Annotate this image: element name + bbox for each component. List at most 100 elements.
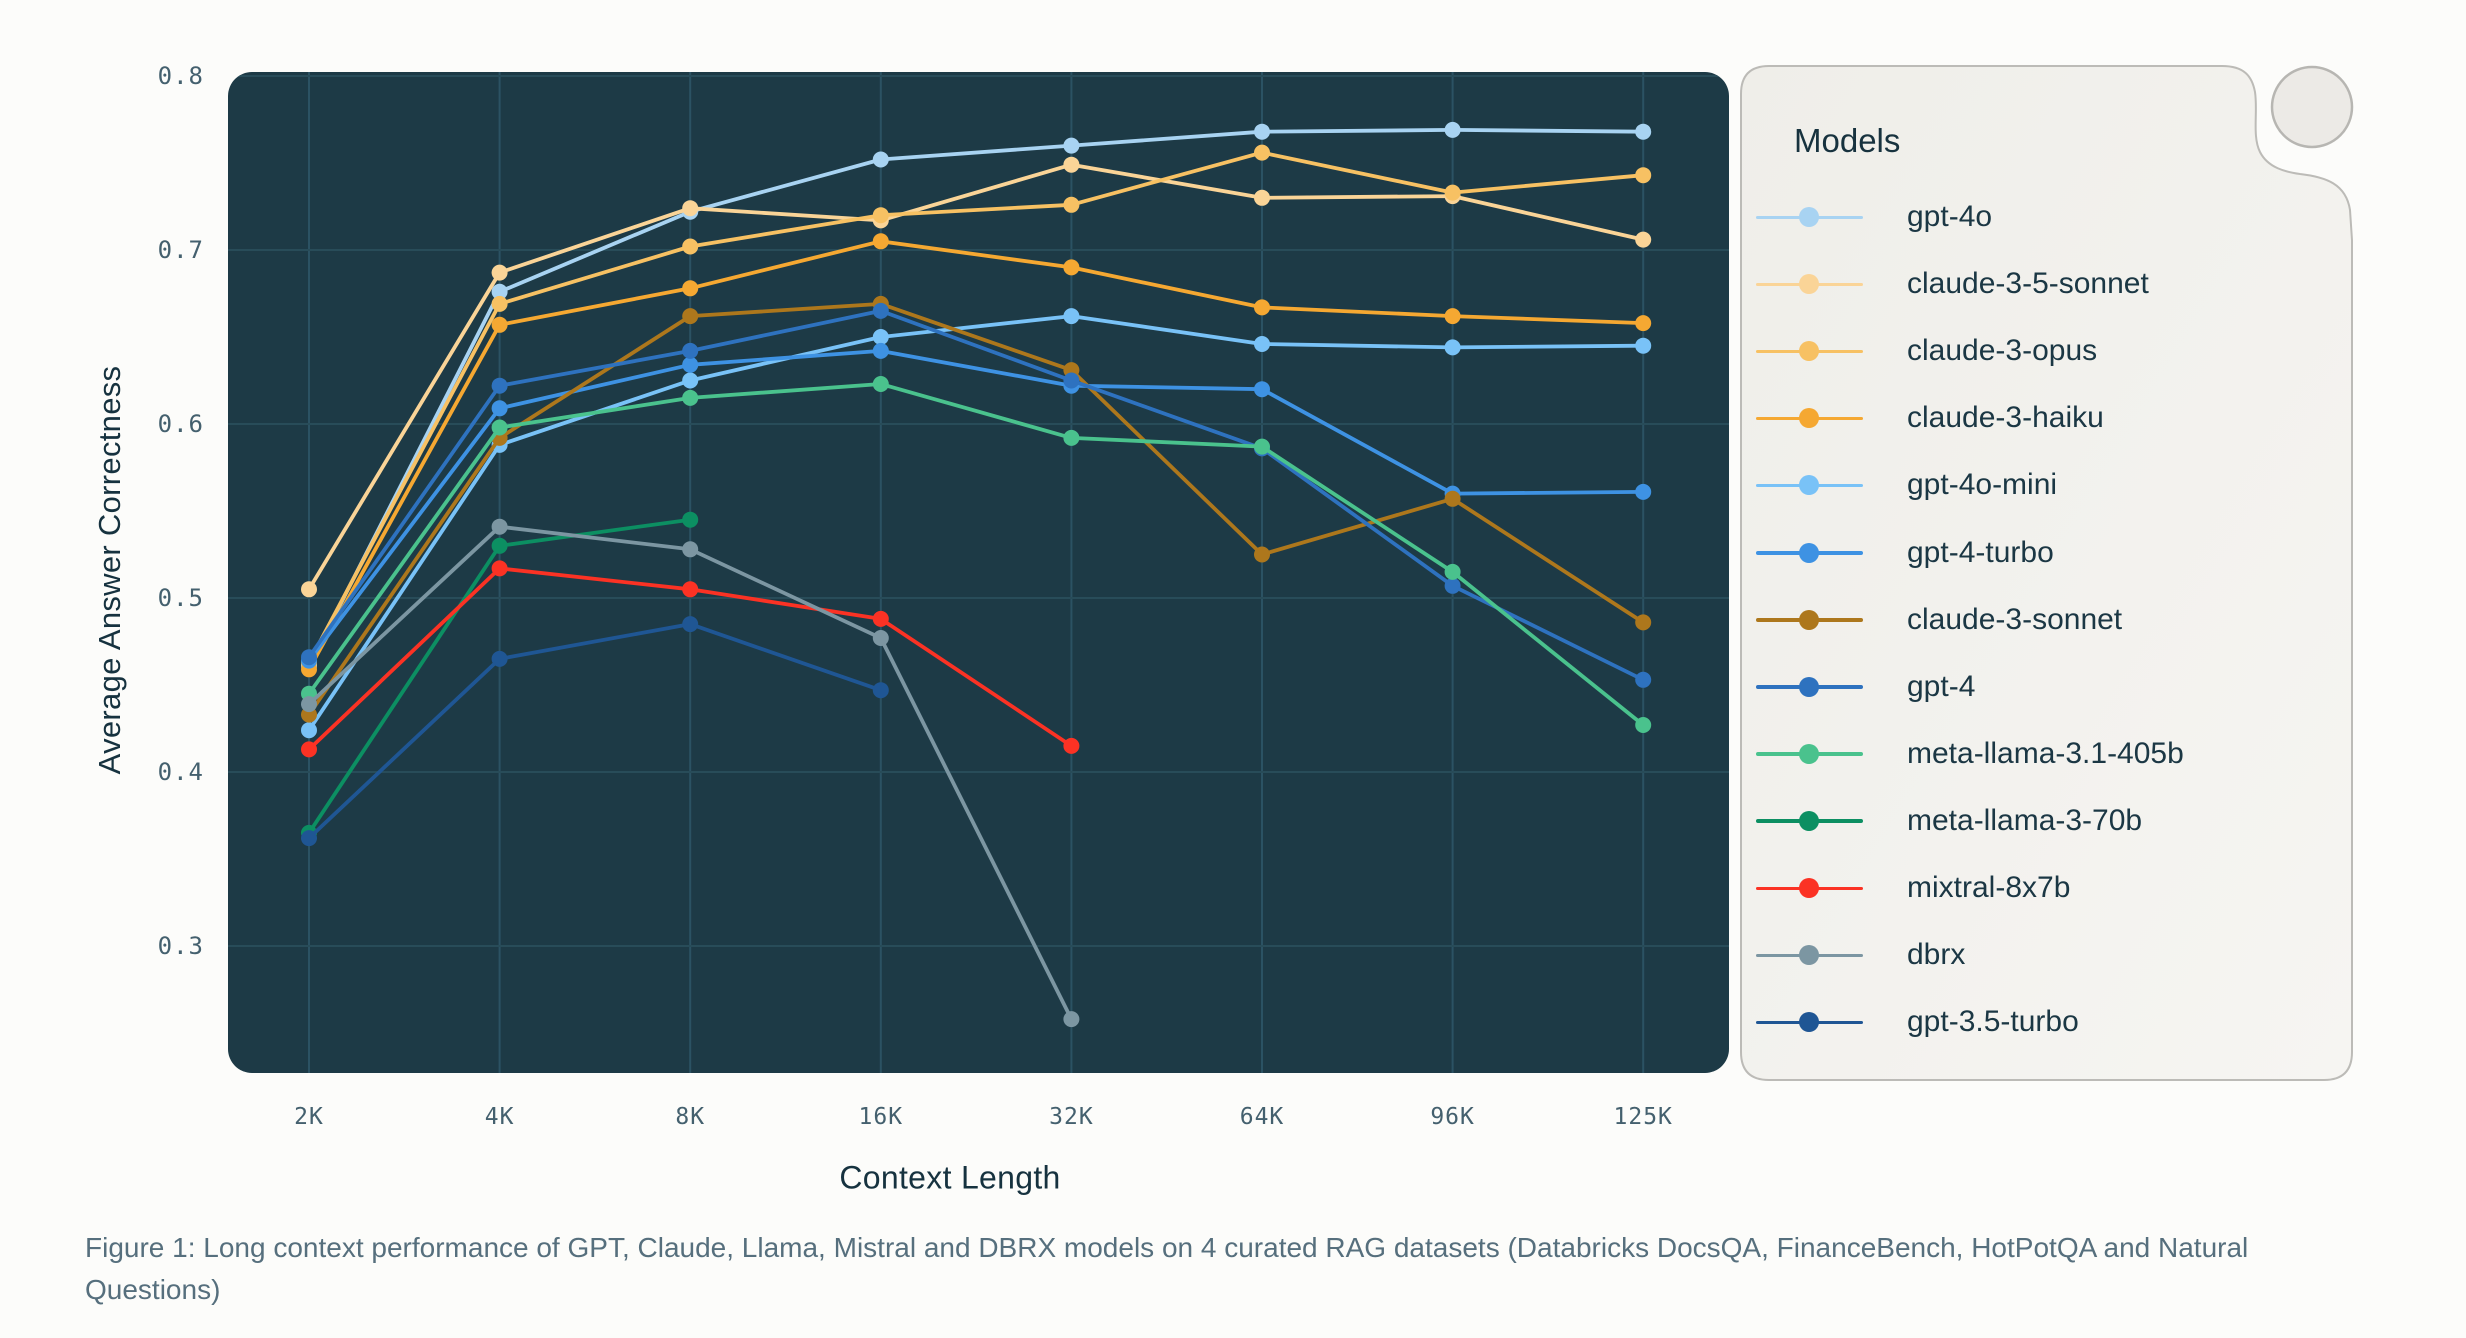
point-meta-llama-3-70b-4K [491,537,508,554]
point-mixtral-8x7b-4K [491,560,508,577]
legend-swatch-gpt-3.5-turbo [1756,1006,1863,1038]
x-axis-title: Context Length [839,1159,1061,1196]
series-line-claude-3-5-sonnet [307,162,1646,592]
legend-dot-icon [1799,945,1819,966]
legend-swatch-meta-llama-3.1-405b [1756,738,1863,770]
point-claude-3-5-sonnet-64K [1254,189,1270,206]
point-gpt-4-2K [301,649,317,666]
legend-item-meta-llama-3.1-405b[interactable]: meta-llama-3.1-405b [1756,737,2316,770]
legend-item-gpt-4[interactable]: gpt-4 [1756,669,2316,703]
point-gpt-4o-mini-96K [1444,339,1461,356]
x-tick-16K: 16K [859,1104,904,1130]
point-claude-3-sonnet-125K [1635,614,1652,631]
legend-label: gpt-4-turbo [1907,535,2054,569]
point-claude-3-5-sonnet-2K [301,581,317,598]
point-gpt-3.5-turbo-8K [682,616,699,633]
point-gpt-4o-16K [872,151,889,168]
y-tick-0.8: 0.8 [158,62,204,90]
legend-swatch-gpt-4o [1756,201,1863,233]
legend-dot-icon [1799,542,1819,563]
legend-swatch-mixtral-8x7b [1756,872,1863,904]
legend-item-gpt-4o-mini[interactable]: gpt-4o-mini [1756,468,2316,502]
series-line-claude-3-opus [307,150,1646,665]
legend-label: meta-llama-3-70b [1907,803,2143,837]
series-line-gpt-4o [307,128,1646,668]
point-claude-3-opus-16K [872,207,889,224]
point-claude-3-opus-96K [1444,184,1461,201]
series-line-gpt-4 [307,309,1646,682]
point-gpt-4-125K [1635,671,1652,688]
legend-label: gpt-4o-mini [1907,468,2058,502]
legend-dot-icon [1799,274,1819,295]
point-meta-llama-3.1-405b-32K [1063,429,1080,446]
legend-swatch-dbrx [1756,939,1863,971]
legend-label: gpt-4o [1907,200,1993,233]
point-gpt-4-8K [682,342,699,359]
legend-label: claude-3-5-sonnet [1907,267,2149,301]
legend-dot-icon [1799,408,1819,429]
legend-panel-shape [1740,65,2353,1081]
figure-caption: Figure 1: Long context performance of GP… [85,1232,2249,1305]
point-gpt-4-16K [872,302,889,319]
legend-label: dbrx [1907,938,1966,972]
legend-item-claude-3-sonnet[interactable]: claude-3-sonnet [1756,602,2316,636]
point-claude-3-haiku-32K [1063,259,1080,276]
point-claude-3-haiku-8K [682,280,699,297]
point-claude-3-opus-4K [491,295,508,312]
point-gpt-4-32K [1063,372,1080,389]
point-claude-3-opus-8K [682,238,699,255]
legend-swatch-claude-3-opus [1756,335,1863,367]
point-gpt-4o-mini-125K [1635,337,1652,354]
point-mixtral-8x7b-32K [1063,737,1080,754]
point-gpt-4o-32K [1063,137,1080,154]
legend-swatch-gpt-4 [1756,671,1863,703]
x-tick-64K: 64K [1240,1104,1285,1130]
legend-dot-icon [1799,676,1819,697]
x-tick-8K: 8K [675,1104,705,1130]
point-claude-3-haiku-16K [872,233,889,250]
point-gpt-4o-mini-32K [1063,308,1080,325]
legend-item-claude-3-5-sonnet[interactable]: claude-3-5-sonnet [1756,267,2316,301]
legend-item-gpt-3.5-turbo[interactable]: gpt-3.5-turbo [1756,1005,2316,1038]
point-mixtral-8x7b-16K [872,610,889,627]
legend-label: gpt-4 [1907,669,1976,703]
point-gpt-4o-mini-2K [301,722,317,739]
legend-item-claude-3-haiku[interactable]: claude-3-haiku [1756,401,2316,434]
point-claude-3-haiku-96K [1444,308,1461,325]
point-claude-3-haiku-64K [1254,299,1270,316]
y-tick-0.6: 0.6 [158,410,204,438]
point-gpt-4-turbo-125K [1635,483,1652,500]
x-tick-2K: 2K [294,1104,324,1130]
y-tick-0.4: 0.4 [158,758,204,786]
legend-item-dbrx[interactable]: dbrx [1756,938,2316,972]
legend-title: Models [1794,122,1901,159]
point-mixtral-8x7b-8K [682,581,699,598]
legend-item-meta-llama-3-70b[interactable]: meta-llama-3-70b [1756,803,2316,837]
legend-item-gpt-4-turbo[interactable]: gpt-4-turbo [1756,535,2316,569]
point-gpt-4-turbo-16K [872,342,889,359]
series-line-gpt-4-turbo [307,349,1646,663]
y-tick-0.7: 0.7 [158,236,204,264]
legend-item-mixtral-8x7b[interactable]: mixtral-8x7b [1756,871,2316,904]
legend-dot-icon [1799,743,1819,764]
point-gpt-4o-96K [1444,121,1461,138]
point-claude-3-sonnet-96K [1444,490,1461,507]
legend-item-claude-3-opus[interactable]: claude-3-opus [1756,334,2316,367]
point-meta-llama-3.1-405b-64K [1254,438,1270,455]
x-tick-125K: 125K [1614,1104,1673,1130]
legend-swatch-gpt-4-turbo [1756,537,1863,569]
legend-swatch-gpt-4o-mini [1756,469,1863,501]
point-gpt-3.5-turbo-4K [491,650,508,667]
series-line-claude-3-sonnet [307,302,1646,717]
y-tick-0.5: 0.5 [158,584,204,612]
legend-dot-icon [1799,609,1819,630]
legend-label: claude-3-sonnet [1907,602,2123,636]
legend-dot-icon [1799,341,1819,362]
legend-item-gpt-4o[interactable]: gpt-4o [1756,200,2316,233]
point-dbrx-2K [301,696,317,713]
point-mixtral-8x7b-2K [301,741,317,758]
legend-dot-icon [1799,475,1819,496]
point-dbrx-8K [682,541,699,558]
